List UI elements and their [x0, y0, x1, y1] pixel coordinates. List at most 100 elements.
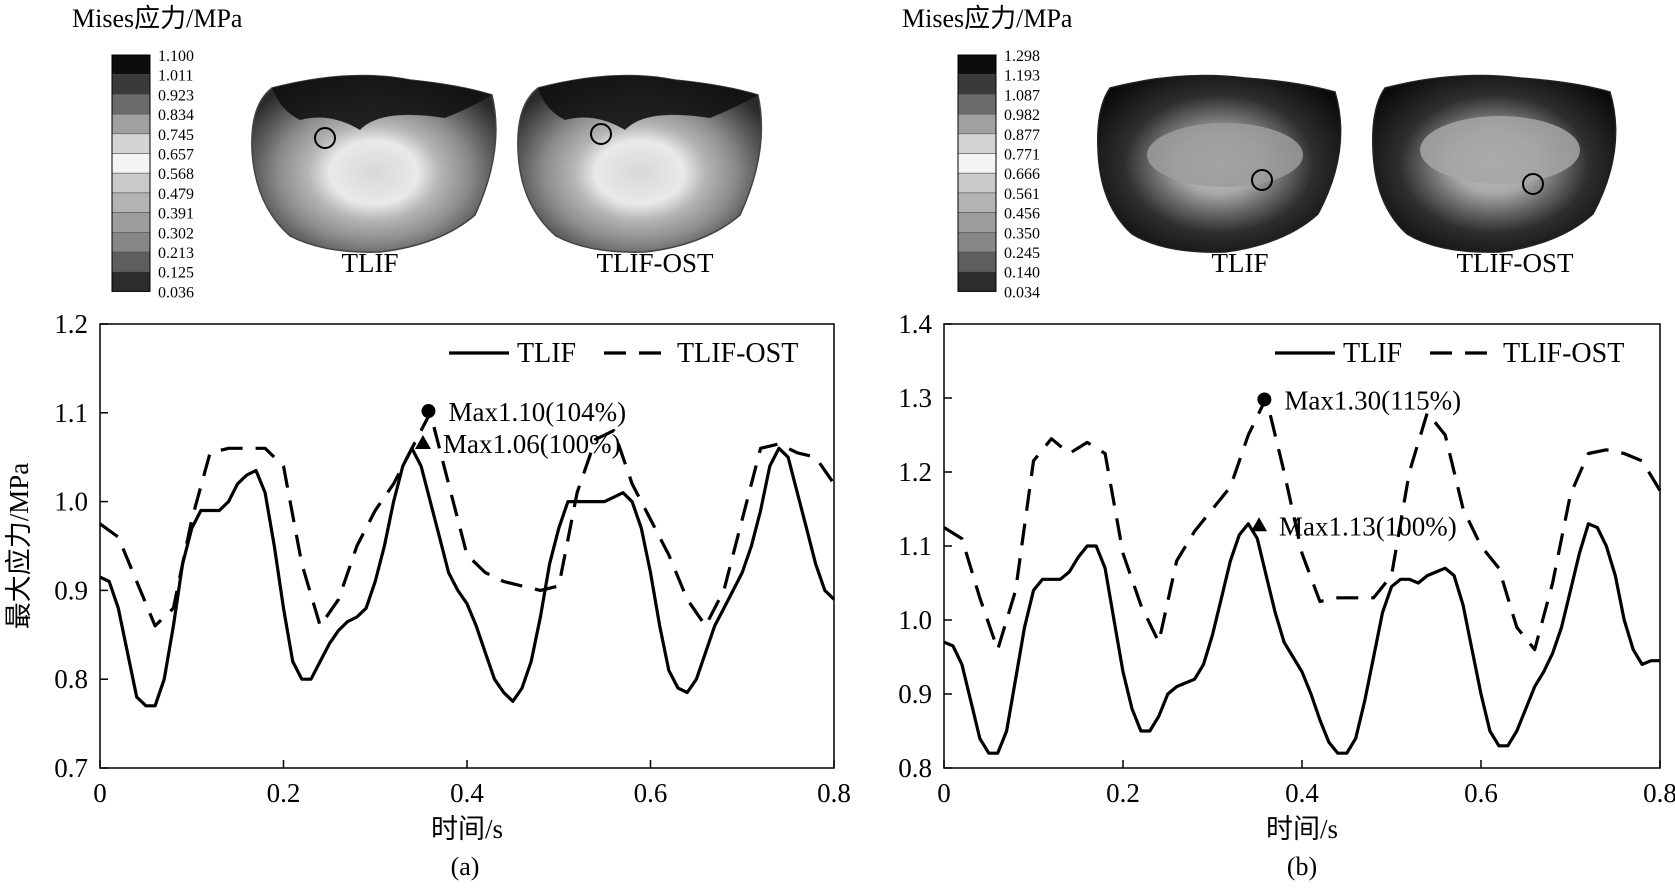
- colorbar: 1.298 1.193 1.087 0.982 0.877 0.771 0.666 0.561…: [957, 48, 1040, 301]
- colorbar-swatch: [111, 133, 151, 154]
- colorbar-tick-label: 0.125: [158, 265, 194, 282]
- colorbar-tick-label: 0.350: [1004, 225, 1040, 242]
- legend-label: TLIF: [1343, 338, 1402, 369]
- x-tick-label: 0: [93, 778, 107, 808]
- cross-section-top-band: [272, 75, 492, 130]
- y-tick-label: 0.9: [898, 679, 932, 709]
- y-tick-label: 1.0: [54, 487, 88, 517]
- colorbar-swatch: [957, 133, 997, 154]
- colorbar-tick-label: 0.834: [158, 107, 194, 124]
- colorbar: 1.100 1.011 0.923 0.834 0.745 0.657 0.568 0.479…: [111, 48, 194, 301]
- x-tick-label: 0.6: [1464, 778, 1498, 808]
- colorbar-tick-label: 0.140: [1004, 265, 1040, 282]
- colorbar-frame: [111, 54, 151, 292]
- colorbar-swatch: [111, 172, 151, 194]
- colorbar-swatch: [111, 153, 151, 174]
- x-tick-label: 0.2: [267, 778, 301, 808]
- x-axis-label: 时间/s: [431, 814, 503, 844]
- colorbar-swatch: [957, 74, 997, 95]
- y-tick-label: 1.0: [898, 605, 932, 635]
- series-line-tlif-ost: [943, 396, 1662, 652]
- colorbar-swatch: [957, 172, 997, 194]
- max-stress-marker: [1251, 169, 1273, 191]
- max-marker-circle: [421, 404, 436, 419]
- y-tick-label: 0.7: [54, 753, 88, 783]
- colorbar-tick-label: 0.036: [158, 284, 194, 301]
- y-tick-label: 1.2: [898, 457, 932, 487]
- colorbar-swatch: [957, 54, 997, 76]
- x-tick-label: 0: [937, 778, 951, 808]
- series-line-tlif-ost: [99, 411, 836, 628]
- x-tick-label: 0.8: [1643, 778, 1675, 808]
- colorbar-tick-label: 1.193: [1004, 68, 1040, 85]
- panel-label: (b): [1287, 852, 1317, 881]
- colorbar-swatch: [957, 232, 997, 253]
- colorbar-tick-label: 0.391: [158, 206, 194, 223]
- max-marker-triangle: [414, 434, 431, 449]
- colorbar-swatch: [957, 153, 997, 174]
- colorbar-title: Mises应力/MPa: [72, 4, 243, 33]
- plot-area: 0 0.2 0.4 0.6 0.8 0.7 0.8 0.9 1.0 1.1 1.2 时间/s 最大应力/…: [4, 309, 851, 844]
- colorbar-frame: [957, 54, 997, 292]
- colorbar-tick-label: 1.011: [158, 68, 193, 85]
- model-label-tlif: TLIF: [342, 248, 399, 278]
- colorbar-tick-label: 0.245: [1004, 245, 1040, 262]
- cross-section-tlif: [1097, 74, 1342, 253]
- x-axis-label: 时间/s: [1266, 814, 1338, 844]
- colorbar-swatch: [957, 271, 997, 292]
- model-label-tlif: TLIF: [1212, 248, 1269, 278]
- colorbar-tick-label: 0.982: [1004, 107, 1040, 124]
- y-tick-label: 1.4: [898, 309, 932, 339]
- colorbar-tick-label: 1.087: [1004, 87, 1040, 104]
- x-tick-label: 0.4: [1285, 778, 1319, 808]
- max-annotation: Max1.30(115%): [1284, 385, 1461, 415]
- model-label-tlif-ost: TLIF-OST: [1457, 248, 1574, 278]
- colorbar-swatch: [957, 94, 997, 115]
- y-tick-label: 0.9: [54, 575, 88, 605]
- colorbar-swatch: [111, 212, 151, 233]
- max-stress-marker: [314, 127, 336, 149]
- colorbar-tick-label: 0.213: [158, 245, 194, 262]
- y-tick-label: 0.8: [54, 664, 88, 694]
- y-tick-label: 1.1: [898, 531, 932, 561]
- series-line-tlif: [943, 522, 1660, 755]
- colorbar-tick-label: 0.479: [158, 186, 194, 203]
- max-stress-marker: [590, 123, 612, 145]
- colorbar-swatch: [957, 251, 997, 273]
- colorbar-tick-label: 1.100: [158, 48, 194, 65]
- x-tick-label: 0.4: [450, 778, 484, 808]
- x-tick-label: 0.2: [1106, 778, 1140, 808]
- colorbar-tick-label: 0.877: [1004, 127, 1040, 144]
- legend-label: TLIF: [517, 338, 576, 369]
- colorbar-swatch: [111, 113, 151, 135]
- colorbar-swatch: [957, 212, 997, 233]
- colorbar-swatch: [111, 54, 151, 76]
- y-tick-label: 1.3: [898, 383, 932, 413]
- series-line-tlif: [99, 446, 836, 708]
- y-tick-label: 1.2: [54, 309, 88, 339]
- colorbar-swatch: [111, 192, 151, 213]
- max-annotation: Max1.13(100%): [1279, 511, 1457, 541]
- colorbar-tick-label: 0.568: [158, 166, 194, 183]
- panel-label: (a): [451, 852, 480, 881]
- max-marker-triangle: [1251, 517, 1268, 532]
- model-label-tlif-ost: TLIF-OST: [597, 248, 714, 278]
- max-marker-circle: [1257, 392, 1272, 407]
- y-axis-label: 最大应力/MPa: [4, 463, 34, 630]
- panel-b: Mises应力/MPa 1.298 1.193 1.087 0.982 0.877 0.7…: [898, 4, 1675, 881]
- x-tick-label: 0.6: [634, 778, 668, 808]
- max-annotation: Max1.10(104%): [448, 397, 626, 427]
- colorbar-swatch: [111, 94, 151, 115]
- cross-section-tlif: [251, 74, 497, 253]
- cross-section-core: [1420, 116, 1580, 184]
- y-tick-label: 0.8: [898, 753, 932, 783]
- colorbar-tick-label: 0.561: [1004, 186, 1040, 203]
- cross-section-core: [1147, 123, 1303, 187]
- colorbar-tick-label: 0.771: [1004, 147, 1040, 164]
- y-tick-label: 1.1: [54, 398, 88, 428]
- colorbar-swatch: [111, 271, 151, 292]
- plot-area: 0 0.2 0.4 0.6 0.8 0.8 0.9 1.0 1.1 1.2 1.3 1.4 时间/s TL…: [898, 309, 1675, 844]
- colorbar-tick-label: 0.745: [158, 127, 194, 144]
- colorbar-title: Mises应力/MPa: [902, 4, 1073, 33]
